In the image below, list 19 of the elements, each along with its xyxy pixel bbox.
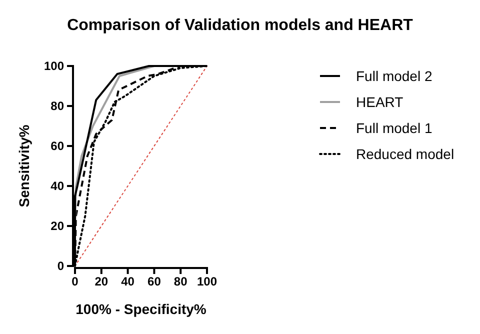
y-tick-label: 60 <box>50 138 64 153</box>
x-tick-label: 20 <box>94 274 108 289</box>
x-tick-label: 40 <box>121 274 135 289</box>
y-tick-label: 0 <box>57 258 64 273</box>
y-axis-title: Sensitivity% <box>16 124 32 208</box>
x-tick-label: 60 <box>148 274 162 289</box>
y-tick-label: 40 <box>50 178 64 193</box>
y-tick-label: 20 <box>50 218 64 233</box>
text: Comparison of Validation models and HEART <box>67 17 414 34</box>
x-tick-label: 100 <box>196 274 218 289</box>
legend-label: HEART <box>356 94 404 110</box>
legend-label: Full model 2 <box>356 68 432 84</box>
x-axis-title: 100% - Specificity% <box>76 301 207 317</box>
y-tick-label: 100 <box>44 58 64 73</box>
legend-label: Reduced model <box>356 146 454 162</box>
legend-label: Full model 1 <box>356 120 432 136</box>
x-tick-label: 0 <box>72 274 79 289</box>
y-tick-label: 80 <box>50 98 64 113</box>
x-tick-label: 80 <box>174 274 188 289</box>
